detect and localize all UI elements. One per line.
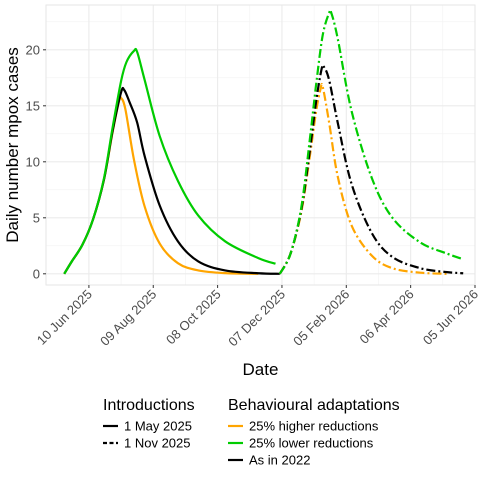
legend-introductions-label: 1 Nov 2025 [124, 436, 191, 451]
y-tick-label: 15 [26, 98, 40, 113]
x-tick-label: 05 Feb 2026 [290, 287, 352, 349]
legend-introductions-title: Introductions [103, 397, 195, 414]
series-lines [63, 8, 464, 275]
y-axis-label: Daily number mpox cases [3, 47, 22, 243]
x-tick-label: 05 Jun 2026 [420, 287, 480, 348]
legend-introductions-label: 1 May 2025 [124, 419, 192, 434]
grid-lines [45, 4, 476, 286]
series-line-may-25-lower-reductions [63, 47, 276, 275]
y-tick-label: 20 [26, 42, 40, 57]
legend-behavioural-adaptations: Behavioural adaptations 25% higher reduc… [228, 397, 400, 468]
y-tick-label: 5 [33, 210, 40, 225]
plot-panel [46, 5, 475, 285]
x-tick-label: 07 Dec 2025 [225, 287, 288, 350]
legend-behaviour-label: As in 2022 [249, 453, 310, 468]
legend-introductions: Introductions 1 May 2025 1 Nov 2025 [103, 397, 195, 451]
series-line-nov-as-in-2022 [278, 63, 464, 275]
x-tick-label: 08 Oct 2025 [163, 287, 224, 348]
legend-behaviour-title: Behavioural adaptations [228, 397, 400, 414]
x-tick-label: 09 Aug 2025 [97, 287, 159, 349]
legend-behaviour-label: 25% lower reductions [249, 436, 374, 451]
y-axis-ticks: 0 5 10 15 20 [26, 42, 46, 281]
y-tick-label: 10 [26, 154, 40, 169]
panel-border [45, 4, 476, 286]
y-tick-label: 0 [33, 266, 40, 281]
x-axis-label: Date [243, 360, 279, 379]
x-axis-ticks: 10 Jun 2025 09 Aug 2025 08 Oct 2025 07 Dec … [34, 285, 480, 349]
x-tick-label: 06 Apr 2026 [357, 287, 417, 347]
legend-behaviour-label: 25% higher reductions [249, 419, 379, 434]
series-line-nov-25-lower-reductions [278, 8, 464, 275]
x-tick-label: 10 Jun 2025 [34, 287, 95, 348]
